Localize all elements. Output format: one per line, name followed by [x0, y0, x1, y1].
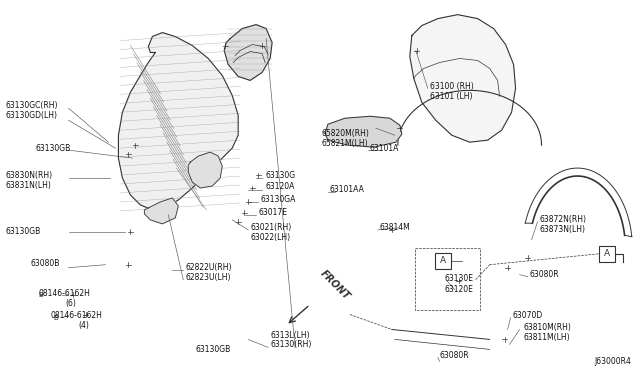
- Text: 63130GB: 63130GB: [195, 345, 230, 354]
- Text: 63811M(LH): 63811M(LH): [524, 333, 570, 342]
- Text: 63080R: 63080R: [529, 270, 559, 279]
- Text: 62822U(RH): 62822U(RH): [186, 263, 232, 272]
- Polygon shape: [118, 33, 238, 210]
- Text: 65821M(LH): 65821M(LH): [322, 139, 369, 148]
- Text: 6313L(LH): 6313L(LH): [270, 331, 310, 340]
- Text: 63080R: 63080R: [440, 351, 469, 360]
- Polygon shape: [325, 116, 402, 147]
- Text: 63130GA: 63130GA: [260, 195, 296, 205]
- Text: 63810M(RH): 63810M(RH): [524, 323, 572, 332]
- Text: 08146-6162H: 08146-6162H: [51, 311, 102, 320]
- Text: 63873N(LH): 63873N(LH): [540, 225, 586, 234]
- Text: 63070D: 63070D: [513, 311, 543, 320]
- Text: 63130G: 63130G: [265, 170, 295, 180]
- Text: 63831N(LH): 63831N(LH): [6, 180, 52, 189]
- Text: B: B: [53, 314, 58, 321]
- Text: 65820M(RH): 65820M(RH): [322, 129, 370, 138]
- Text: 63830N(RH): 63830N(RH): [6, 170, 53, 180]
- Text: FRONT: FRONT: [318, 268, 351, 302]
- Text: 63017E: 63017E: [258, 208, 287, 217]
- Text: 63120E: 63120E: [445, 285, 474, 294]
- Polygon shape: [188, 152, 222, 188]
- Polygon shape: [145, 198, 179, 224]
- Text: 63130GB: 63130GB: [36, 144, 71, 153]
- Text: J63000R4: J63000R4: [595, 357, 631, 366]
- Text: 63101A: 63101A: [370, 144, 399, 153]
- Text: 63101 (LH): 63101 (LH): [430, 92, 472, 101]
- Text: 63022(LH): 63022(LH): [250, 233, 291, 242]
- Text: 63130GC(RH): 63130GC(RH): [6, 101, 58, 110]
- FancyBboxPatch shape: [435, 253, 451, 269]
- Text: 08146-6162H: 08146-6162H: [38, 289, 90, 298]
- Text: B: B: [38, 292, 43, 298]
- Text: 63130E: 63130E: [445, 274, 474, 283]
- Text: 63021(RH): 63021(RH): [250, 223, 291, 232]
- Text: 63120A: 63120A: [265, 183, 294, 192]
- Text: 62823U(LH): 62823U(LH): [186, 273, 231, 282]
- Text: A: A: [440, 256, 446, 265]
- Text: (4): (4): [79, 321, 90, 330]
- Text: 63130GD(LH): 63130GD(LH): [6, 111, 58, 120]
- Text: 63130(RH): 63130(RH): [270, 340, 312, 349]
- Text: 63130GB: 63130GB: [6, 227, 41, 236]
- Text: 63814M: 63814M: [380, 223, 411, 232]
- Text: 63101AA: 63101AA: [330, 186, 365, 195]
- Polygon shape: [224, 25, 272, 80]
- Text: 63872N(RH): 63872N(RH): [540, 215, 586, 224]
- Text: 63080B: 63080B: [31, 259, 60, 268]
- Text: (6): (6): [65, 299, 76, 308]
- Polygon shape: [410, 15, 516, 142]
- Text: A: A: [604, 249, 611, 258]
- FancyBboxPatch shape: [600, 246, 615, 262]
- Text: 63100 (RH): 63100 (RH): [430, 82, 474, 91]
